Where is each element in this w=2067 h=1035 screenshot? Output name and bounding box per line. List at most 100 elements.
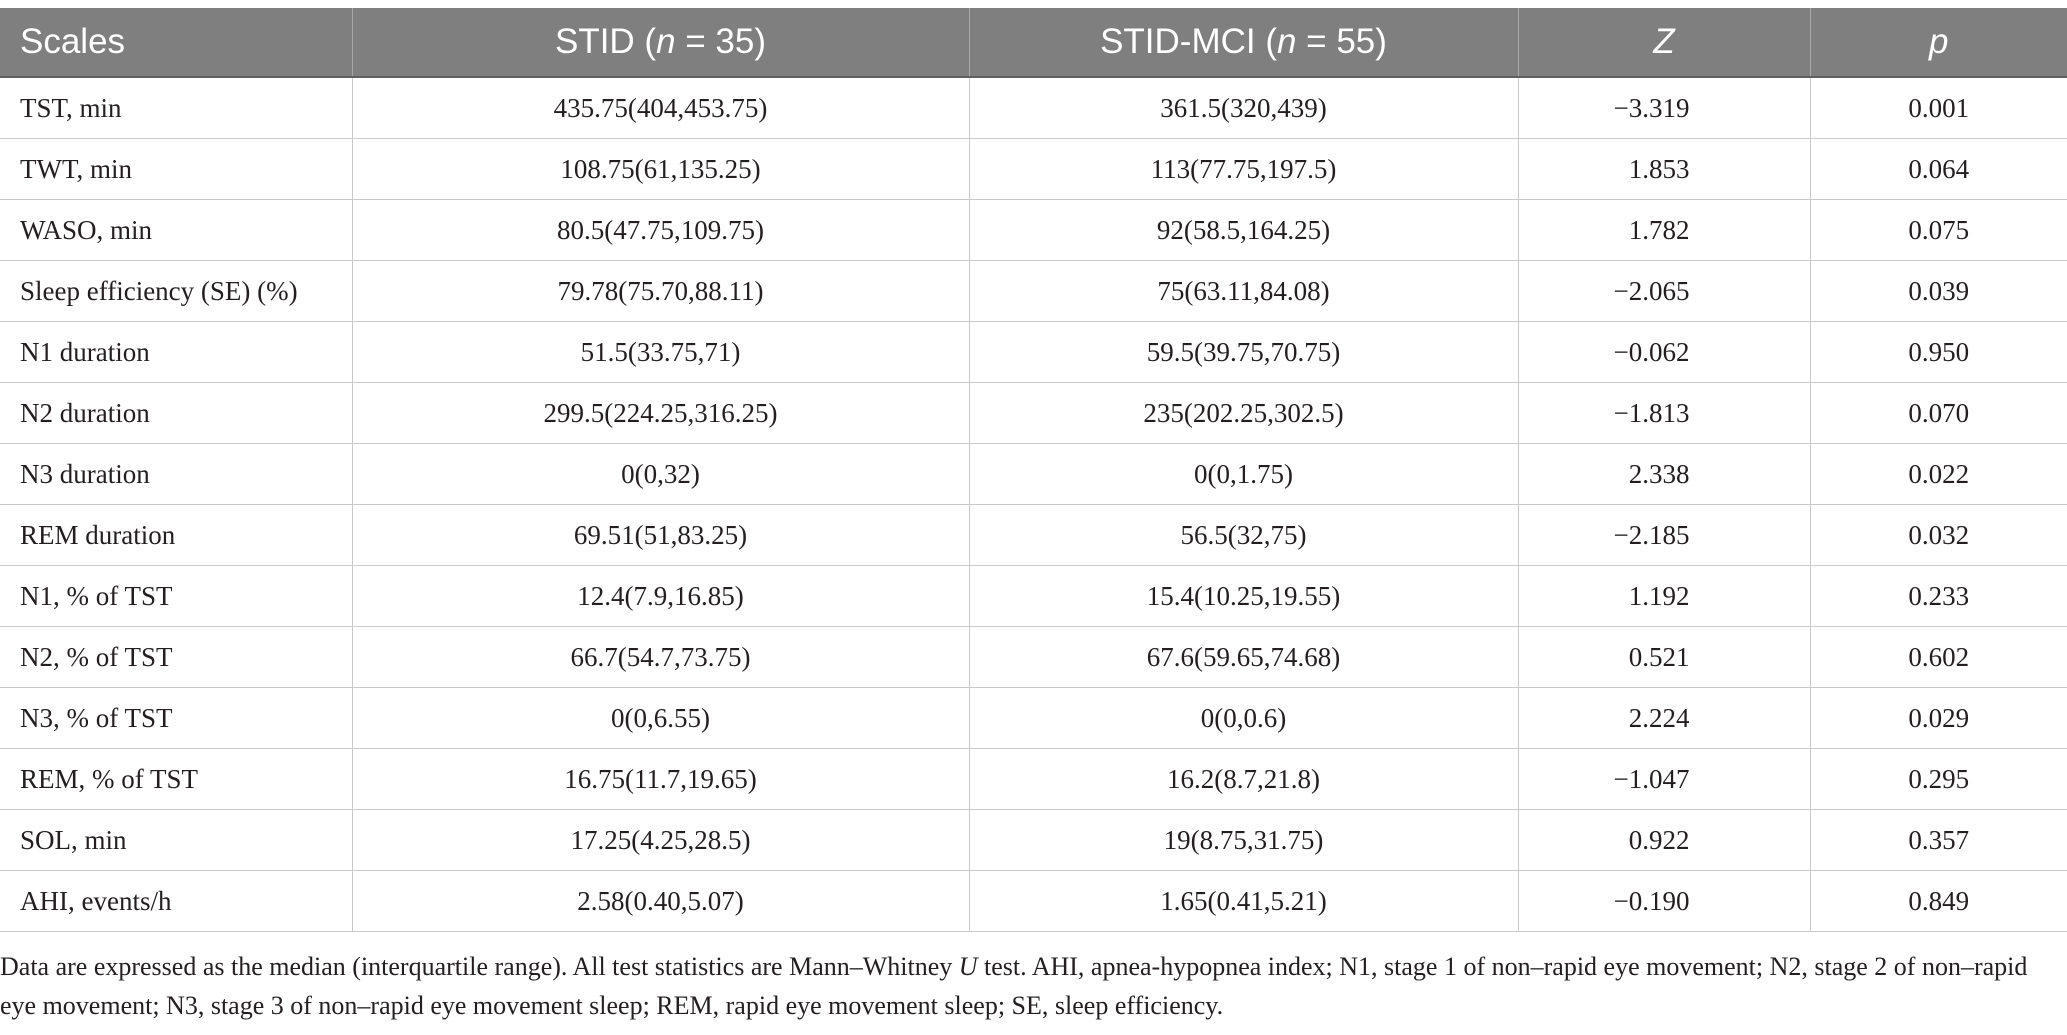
table-row: N1, % of TST 12.4(7.9,16.85) 15.4(10.25,19… bbox=[0, 565, 2067, 627]
cell-z: 1.782 bbox=[1518, 199, 1811, 261]
cell-z: −3.319 bbox=[1518, 77, 1811, 139]
table-row: N3 duration 0(0,32) 0(0,1.75) 2.338 0.022 bbox=[0, 443, 2067, 505]
cell-stid: 17.25(4.25,28.5) bbox=[352, 809, 970, 871]
cell-scale: N1, % of TST bbox=[0, 565, 353, 627]
cell-stid-mci: 19(8.75,31.75) bbox=[969, 809, 1519, 871]
header-stid-n: n bbox=[656, 22, 676, 61]
footnote-text-end: test. AHI, apnea-hypopnea index; N1, sta… bbox=[0, 952, 2028, 1020]
cell-p: 0.029 bbox=[1810, 687, 2067, 749]
header-z: Z bbox=[1518, 8, 1811, 78]
cell-stid-mci: 113(77.75,197.5) bbox=[969, 138, 1519, 200]
cell-scale: REM duration bbox=[0, 504, 353, 566]
cell-stid: 2.58(0.40,5.07) bbox=[352, 870, 970, 932]
cell-stid: 0(0,32) bbox=[352, 443, 970, 505]
cell-stid: 108.75(61,135.25) bbox=[352, 138, 970, 200]
header-stid-count: = 35) bbox=[675, 22, 767, 61]
table-row: WASO, min 80.5(47.75,109.75) 92(58.5,164.2… bbox=[0, 199, 2067, 261]
cell-z: −1.813 bbox=[1518, 382, 1811, 444]
cell-scale: SOL, min bbox=[0, 809, 353, 871]
header-p-label: p bbox=[1929, 22, 1949, 61]
table-row: N2, % of TST 66.7(54.7,73.75) 67.6(59.65,7… bbox=[0, 626, 2067, 688]
cell-stid-mci: 59.5(39.75,70.75) bbox=[969, 321, 1519, 383]
header-row: Scales STID (n = 35) STID-MCI (n = 55) Z… bbox=[0, 8, 2067, 78]
table-row: TWT, min 108.75(61,135.25) 113(77.75,197.5… bbox=[0, 138, 2067, 200]
cell-p: 0.950 bbox=[1810, 321, 2067, 383]
cell-p: 0.295 bbox=[1810, 748, 2067, 810]
cell-stid-mci: 15.4(10.25,19.55) bbox=[969, 565, 1519, 627]
header-mci-count: = 55) bbox=[1296, 22, 1387, 61]
cell-p: 0.070 bbox=[1810, 382, 2067, 444]
cell-p: 0.075 bbox=[1810, 199, 2067, 261]
cell-scale: N1 duration bbox=[0, 321, 353, 383]
cell-p: 0.001 bbox=[1810, 77, 2067, 139]
cell-stid: 16.75(11.7,19.65) bbox=[352, 748, 970, 810]
table-row: REM, % of TST 16.75(11.7,19.65) 16.2(8.7,2… bbox=[0, 748, 2067, 810]
table-row: N1 duration 51.5(33.75,71) 59.5(39.75,70.7… bbox=[0, 321, 2067, 383]
cell-z: 2.338 bbox=[1518, 443, 1811, 505]
header-scales: Scales bbox=[0, 8, 353, 78]
header-stid: STID (n = 35) bbox=[352, 8, 970, 78]
cell-scale: REM, % of TST bbox=[0, 748, 353, 810]
table-footnote: Data are expressed as the median (interq… bbox=[0, 947, 2060, 1025]
cell-scale: WASO, min bbox=[0, 199, 353, 261]
header-scales-label: Scales bbox=[20, 22, 126, 61]
cell-p: 0.032 bbox=[1810, 504, 2067, 566]
cell-stid-mci: 75(63.11,84.08) bbox=[969, 260, 1519, 322]
cell-stid-mci: 56.5(32,75) bbox=[969, 504, 1519, 566]
header-p: p bbox=[1810, 8, 2067, 78]
header-stid-mci: STID-MCI (n = 55) bbox=[969, 8, 1519, 78]
footnote-u-symbol: U bbox=[958, 952, 978, 981]
cell-z: 0.922 bbox=[1518, 809, 1811, 871]
header-mci-n: n bbox=[1276, 22, 1297, 61]
sleep-parameters-table: Scales STID (n = 35) STID-MCI (n = 55) Z… bbox=[0, 8, 2067, 932]
cell-z: −2.185 bbox=[1518, 504, 1811, 566]
cell-stid-mci: 1.65(0.41,5.21) bbox=[969, 870, 1519, 932]
cell-stid: 79.78(75.70,88.11) bbox=[352, 260, 970, 322]
table-header: Scales STID (n = 35) STID-MCI (n = 55) Z… bbox=[0, 8, 2067, 78]
cell-z: 0.521 bbox=[1518, 626, 1811, 688]
cell-z: 1.192 bbox=[1518, 565, 1811, 627]
cell-scale: N2, % of TST bbox=[0, 626, 353, 688]
footnote-text-start: Data are expressed as the median (interq… bbox=[0, 952, 959, 981]
cell-scale: N3, % of TST bbox=[0, 687, 353, 749]
table-row: N2 duration 299.5(224.25,316.25) 235(202.2… bbox=[0, 382, 2067, 444]
cell-stid-mci: 0(0,0.6) bbox=[969, 687, 1519, 749]
cell-p: 0.039 bbox=[1810, 260, 2067, 322]
cell-stid-mci: 92(58.5,164.25) bbox=[969, 199, 1519, 261]
table-row: REM duration 69.51(51,83.25) 56.5(32,75) −2… bbox=[0, 504, 2067, 566]
table-row: N3, % of TST 0(0,6.55) 0(0,0.6) 2.224 0.029 bbox=[0, 687, 2067, 749]
cell-stid: 69.51(51,83.25) bbox=[352, 504, 970, 566]
cell-p: 0.849 bbox=[1810, 870, 2067, 932]
cell-p: 0.064 bbox=[1810, 138, 2067, 200]
cell-stid: 12.4(7.9,16.85) bbox=[352, 565, 970, 627]
header-z-label: Z bbox=[1653, 22, 1675, 61]
cell-z: 1.853 bbox=[1518, 138, 1811, 200]
cell-scale: TWT, min bbox=[0, 138, 353, 200]
cell-stid: 80.5(47.75,109.75) bbox=[352, 199, 970, 261]
table-row: TST, min 435.75(404,453.75) 361.5(320,439)… bbox=[0, 77, 2067, 139]
cell-stid: 435.75(404,453.75) bbox=[352, 77, 970, 139]
table-body: TST, min 435.75(404,453.75) 361.5(320,439)… bbox=[0, 77, 2067, 932]
header-mci-name: STID-MCI ( bbox=[1100, 22, 1277, 61]
cell-z: −0.190 bbox=[1518, 870, 1811, 932]
cell-stid-mci: 361.5(320,439) bbox=[969, 77, 1519, 139]
header-stid-name: STID ( bbox=[554, 22, 657, 61]
cell-stid-mci: 16.2(8.7,21.8) bbox=[969, 748, 1519, 810]
cell-scale: TST, min bbox=[0, 77, 353, 139]
cell-p: 0.602 bbox=[1810, 626, 2067, 688]
table-row: SOL, min 17.25(4.25,28.5) 19(8.75,31.75) 0.… bbox=[0, 809, 2067, 871]
cell-scale: N3 duration bbox=[0, 443, 353, 505]
cell-p: 0.233 bbox=[1810, 565, 2067, 627]
cell-z: −2.065 bbox=[1518, 260, 1811, 322]
cell-z: −0.062 bbox=[1518, 321, 1811, 383]
table-row: AHI, events/h 2.58(0.40,5.07) 1.65(0.41,5.… bbox=[0, 870, 2067, 932]
cell-scale: Sleep efficiency (SE) (%) bbox=[0, 260, 353, 322]
cell-stid: 299.5(224.25,316.25) bbox=[352, 382, 970, 444]
cell-z: 2.224 bbox=[1518, 687, 1811, 749]
cell-scale: AHI, events/h bbox=[0, 870, 353, 932]
cell-stid: 66.7(54.7,73.75) bbox=[352, 626, 970, 688]
cell-stid-mci: 67.6(59.65,74.68) bbox=[969, 626, 1519, 688]
cell-stid-mci: 0(0,1.75) bbox=[969, 443, 1519, 505]
cell-stid: 0(0,6.55) bbox=[352, 687, 970, 749]
cell-p: 0.022 bbox=[1810, 443, 2067, 505]
